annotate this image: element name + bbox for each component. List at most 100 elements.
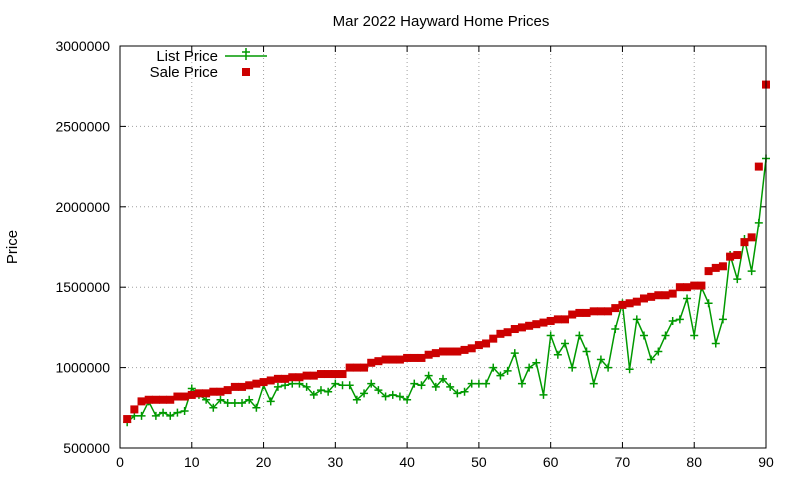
sale-price-point bbox=[582, 308, 591, 317]
sale-price-point bbox=[345, 363, 354, 372]
list-price-point bbox=[589, 379, 598, 388]
sale-price-point bbox=[661, 291, 670, 300]
list-price-point bbox=[345, 381, 354, 390]
x-tick-label: 30 bbox=[328, 454, 344, 470]
list-price-point bbox=[381, 392, 390, 401]
sale-price-point bbox=[575, 308, 584, 317]
sale-price-point bbox=[309, 371, 318, 380]
sale-price-point bbox=[424, 350, 433, 359]
list-price-point bbox=[482, 379, 491, 388]
y-axis-label: Price bbox=[4, 230, 21, 264]
list-price-point bbox=[374, 386, 383, 395]
list-price-point bbox=[431, 382, 440, 391]
legend-label-sale-price: Sale Price bbox=[150, 64, 218, 81]
list-price-point bbox=[238, 398, 247, 407]
sale-price-point bbox=[360, 363, 369, 372]
sale-price-point bbox=[273, 374, 282, 383]
list-price-point bbox=[525, 363, 534, 372]
sale-price-point bbox=[625, 299, 634, 308]
list-price-point bbox=[331, 379, 340, 388]
sale-price-point bbox=[202, 389, 211, 398]
y-tick-label: 2000000 bbox=[55, 199, 110, 215]
list-price-point bbox=[496, 371, 505, 380]
list-price-point bbox=[675, 315, 684, 324]
list-price-point bbox=[647, 355, 656, 364]
sale-price-point bbox=[747, 233, 756, 242]
x-tick-label: 50 bbox=[471, 454, 487, 470]
sale-price-point bbox=[482, 339, 491, 348]
plot-frame bbox=[119, 45, 767, 449]
list-price-point bbox=[510, 349, 519, 358]
sale-price-point bbox=[137, 397, 146, 406]
list-price-point bbox=[546, 331, 555, 340]
sale-price-point bbox=[510, 325, 519, 334]
list-price-point bbox=[352, 395, 361, 404]
x-tick-label: 60 bbox=[543, 454, 559, 470]
sale-price-point bbox=[367, 358, 376, 367]
list-price-point bbox=[316, 386, 325, 395]
sale-price-point bbox=[589, 307, 598, 316]
sale-price-point bbox=[295, 373, 304, 382]
list-price-point bbox=[302, 382, 311, 391]
sale-price-point bbox=[388, 355, 397, 364]
list-price-point bbox=[266, 397, 275, 406]
list-price-point bbox=[446, 382, 455, 391]
sale-price-point bbox=[539, 318, 548, 327]
x-tick-label: 20 bbox=[256, 454, 272, 470]
sale-price-point bbox=[316, 370, 325, 379]
list-price-point bbox=[252, 403, 261, 412]
sale-price-point bbox=[639, 294, 648, 303]
list-price-point bbox=[439, 374, 447, 383]
sale-price-point bbox=[395, 355, 404, 364]
list-price-point bbox=[159, 408, 168, 417]
sale-price-point bbox=[496, 329, 505, 338]
sale-price-point bbox=[166, 395, 175, 404]
list-price-point bbox=[661, 331, 670, 340]
list-price-point bbox=[711, 339, 720, 348]
list-price-point bbox=[360, 389, 369, 398]
list-price-point bbox=[754, 218, 763, 227]
sale-price-point bbox=[654, 291, 663, 300]
list-price-point bbox=[532, 358, 541, 367]
list-price-point bbox=[690, 331, 699, 340]
sale-price-point bbox=[352, 363, 361, 372]
sale-price-point bbox=[288, 373, 297, 382]
list-price-point bbox=[639, 331, 648, 340]
list-price-point bbox=[338, 381, 347, 390]
sale-price-point bbox=[697, 281, 706, 290]
y-tick-label: 1000000 bbox=[55, 360, 110, 376]
sale-price-point bbox=[439, 347, 447, 356]
sale-price-point bbox=[517, 323, 526, 332]
sale-price-point bbox=[159, 395, 168, 404]
sale-price-point bbox=[618, 300, 627, 309]
sale-price-point bbox=[733, 251, 742, 260]
list-price-point bbox=[517, 379, 526, 388]
sale-price-point bbox=[374, 357, 383, 366]
sale-price-point bbox=[230, 382, 239, 391]
sale-price-point bbox=[718, 262, 727, 271]
sale-price-point bbox=[281, 374, 290, 383]
list-price-point bbox=[173, 408, 182, 417]
list-price-point bbox=[467, 379, 476, 388]
list-price-point bbox=[395, 392, 404, 401]
legend-marker-list-price bbox=[242, 48, 250, 60]
x-tick-label: 70 bbox=[615, 454, 631, 470]
sale-price-point bbox=[144, 395, 153, 404]
list-price-point bbox=[460, 387, 469, 396]
list-price-point bbox=[245, 395, 254, 404]
sale-price-point bbox=[403, 353, 412, 362]
grid-lines bbox=[120, 46, 766, 448]
sale-price-point bbox=[123, 415, 132, 424]
y-tick-label: 2500000 bbox=[55, 118, 110, 134]
plot-series bbox=[123, 80, 770, 427]
list-price-point bbox=[611, 325, 620, 334]
y-tick-label: 3000000 bbox=[55, 38, 110, 54]
sale-price-point bbox=[223, 386, 232, 395]
x-tick-label: 10 bbox=[184, 454, 200, 470]
list-price-point bbox=[568, 363, 577, 372]
sale-price-point bbox=[474, 341, 483, 350]
list-price-point bbox=[604, 363, 613, 372]
sale-price-point bbox=[675, 283, 684, 292]
sale-price-point bbox=[460, 345, 469, 354]
